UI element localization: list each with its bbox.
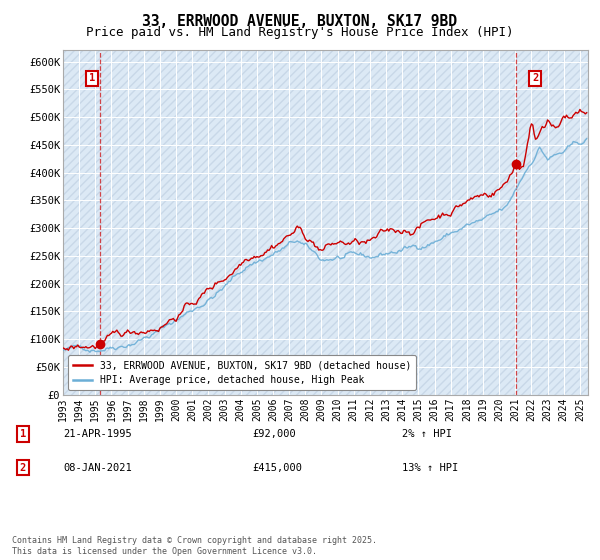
Text: 33, ERRWOOD AVENUE, BUXTON, SK17 9BD: 33, ERRWOOD AVENUE, BUXTON, SK17 9BD [143, 14, 458, 29]
Text: 21-APR-1995: 21-APR-1995 [63, 429, 132, 439]
Text: 08-JAN-2021: 08-JAN-2021 [63, 463, 132, 473]
Legend: 33, ERRWOOD AVENUE, BUXTON, SK17 9BD (detached house), HPI: Average price, detac: 33, ERRWOOD AVENUE, BUXTON, SK17 9BD (de… [68, 356, 416, 390]
Text: Contains HM Land Registry data © Crown copyright and database right 2025.
This d: Contains HM Land Registry data © Crown c… [12, 536, 377, 556]
Text: £92,000: £92,000 [252, 429, 296, 439]
Text: £415,000: £415,000 [252, 463, 302, 473]
Text: 2: 2 [532, 73, 538, 83]
Text: 2: 2 [20, 463, 26, 473]
Text: Price paid vs. HM Land Registry's House Price Index (HPI): Price paid vs. HM Land Registry's House … [86, 26, 514, 39]
Text: 1: 1 [89, 73, 95, 83]
Text: 2% ↑ HPI: 2% ↑ HPI [402, 429, 452, 439]
Text: 13% ↑ HPI: 13% ↑ HPI [402, 463, 458, 473]
Text: 1: 1 [20, 429, 26, 439]
